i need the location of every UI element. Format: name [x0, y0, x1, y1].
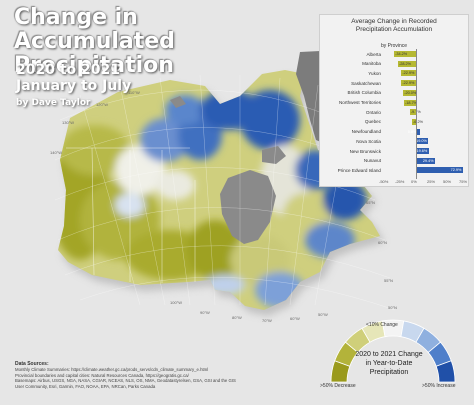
- bar-value-label: -18.7%: [405, 100, 418, 105]
- chart-subtitle: by Province: [380, 43, 408, 49]
- map-subtitle-years: 2020 to 2021: [16, 62, 120, 78]
- x-tick-label: 75%: [459, 179, 468, 184]
- longitude-label: 70°W: [262, 318, 272, 323]
- legend-title: 2020 to 2021 Change in Year-to-Date Prec…: [348, 350, 430, 377]
- longitude-label: 50°W: [318, 312, 328, 317]
- source-line: Monthly Climate Summaries: https://clima…: [15, 367, 209, 373]
- bar-value-label: -9.7%: [411, 109, 421, 115]
- bar: [416, 138, 429, 145]
- bar-value-label: 19.6%: [416, 149, 428, 153]
- map-legend: <10% Change 2020 to 2021 Change in Year-…: [318, 300, 468, 400]
- legend-segment: [435, 360, 456, 383]
- legend-mid-label: <10% Change: [366, 322, 398, 328]
- bar-value-label: 29.4%: [422, 158, 434, 163]
- chart-title-line2: Precipitation Accumulation: [355, 26, 433, 33]
- bar: [409, 109, 416, 116]
- bar-value-label: -28.2%: [398, 61, 411, 66]
- source-line: Provincial boundaries and capital cities…: [15, 372, 189, 378]
- bar: [397, 60, 416, 67]
- bar: [416, 157, 435, 164]
- legend-title-line2: in Year-to-Date Precipitation: [365, 360, 413, 376]
- bar-category-label: New Brunswick: [349, 148, 381, 154]
- longitude-label: 90°W: [200, 310, 210, 315]
- graticule-lines: [54, 74, 396, 311]
- bar-category-label: Manitoba: [362, 61, 381, 67]
- longitude-label: 100°W: [170, 300, 183, 305]
- hudson-bay: [220, 170, 276, 244]
- longitude-label: 80°W: [232, 315, 242, 320]
- zero-line: [416, 49, 417, 179]
- bar-value-label: 5.8%: [407, 129, 417, 134]
- longitude-label: 120°W: [96, 102, 109, 107]
- source-line: Basemaps: Airbus, USGS, NGA, NASA, CGIAR…: [15, 378, 236, 384]
- latitude-label: 60°N: [378, 240, 387, 245]
- bar: [394, 51, 416, 57]
- bar-category-label: Alberta: [366, 51, 381, 57]
- latitude-label: 50°N: [388, 305, 397, 310]
- map-title-line2: Precipitation: [14, 53, 174, 78]
- bar: [403, 89, 416, 96]
- bar-value-label: -22.9%: [402, 71, 415, 76]
- bar: [416, 128, 420, 135]
- data-sources: Data Sources: Monthly Climate Summaries:…: [15, 361, 315, 389]
- bar: [416, 148, 429, 154]
- latitude-label: 65°N: [366, 200, 375, 205]
- longitude-label: 60°W: [290, 316, 300, 321]
- x-tick-label: 50%: [443, 179, 452, 184]
- bar-category-label: Nova Scotia: [356, 138, 381, 144]
- province-bar-chart: Average Change in Recorded Precipitation…: [319, 14, 469, 187]
- x-tick-label: -25%: [395, 179, 405, 184]
- bar-category-label: Northwest Territories: [338, 100, 381, 105]
- bar-category-label: Saskatchewan: [351, 80, 381, 86]
- province-boundaries: [66, 147, 196, 283]
- sources-heading: Data Sources:: [15, 361, 49, 367]
- bar-category-label: Quebec: [364, 119, 381, 125]
- map-title: Change in Accumulated Precipitation: [14, 6, 304, 78]
- bar: [412, 118, 416, 125]
- latitude-label: 55°N: [384, 278, 393, 283]
- longitude-label: 140°W: [50, 150, 63, 155]
- bar-value-label: -6.2%: [413, 119, 423, 124]
- legend-title-line1: 2020 to 2021 Change: [355, 351, 423, 358]
- bar-category-label: Prince Edward Island: [337, 167, 381, 173]
- bar-value-label: -22.9%: [402, 81, 415, 86]
- bar-value-label: -20.0%: [404, 90, 417, 95]
- legend-high-label: >50% Increase: [422, 383, 456, 389]
- x-tick-label: 0%: [411, 179, 417, 184]
- longitude-label: 130°W: [62, 120, 75, 125]
- legend-color-ring: [330, 319, 456, 383]
- map-subtitle-months: January to July: [16, 78, 132, 94]
- x-tick-label: 25%: [427, 179, 436, 184]
- longitude-label: 110°W: [128, 90, 140, 95]
- source-line: User Community, Esri, Garmin, FAO, NOAA,…: [15, 383, 156, 389]
- chart-title-line1: Average Change in Recorded: [351, 18, 437, 25]
- bar-value-label: 72.9%: [450, 168, 462, 173]
- bar: [401, 70, 416, 77]
- bar-value-label: -34.2%: [395, 52, 408, 56]
- x-tick-label: -50%: [379, 179, 389, 184]
- chart-title: Average Change in Recorded Precipitation…: [320, 18, 468, 34]
- author-byline: by Dave Taylor: [16, 98, 91, 108]
- bar: [404, 99, 416, 106]
- map-title-line1: Change in Accumulated: [14, 5, 175, 54]
- bar-category-label: Newfoundland: [351, 129, 381, 135]
- bar-category-label: Yukon: [368, 70, 381, 76]
- bar-category-label: British Columbia: [347, 90, 381, 96]
- legend-low-label: >50% Decrease: [320, 383, 356, 389]
- bar-value-label: 19.0%: [416, 139, 427, 144]
- bar-category-label: Nunavut: [363, 158, 381, 164]
- bar-category-label: Ontario: [365, 109, 381, 115]
- bar: [416, 167, 463, 174]
- bar: [401, 80, 416, 87]
